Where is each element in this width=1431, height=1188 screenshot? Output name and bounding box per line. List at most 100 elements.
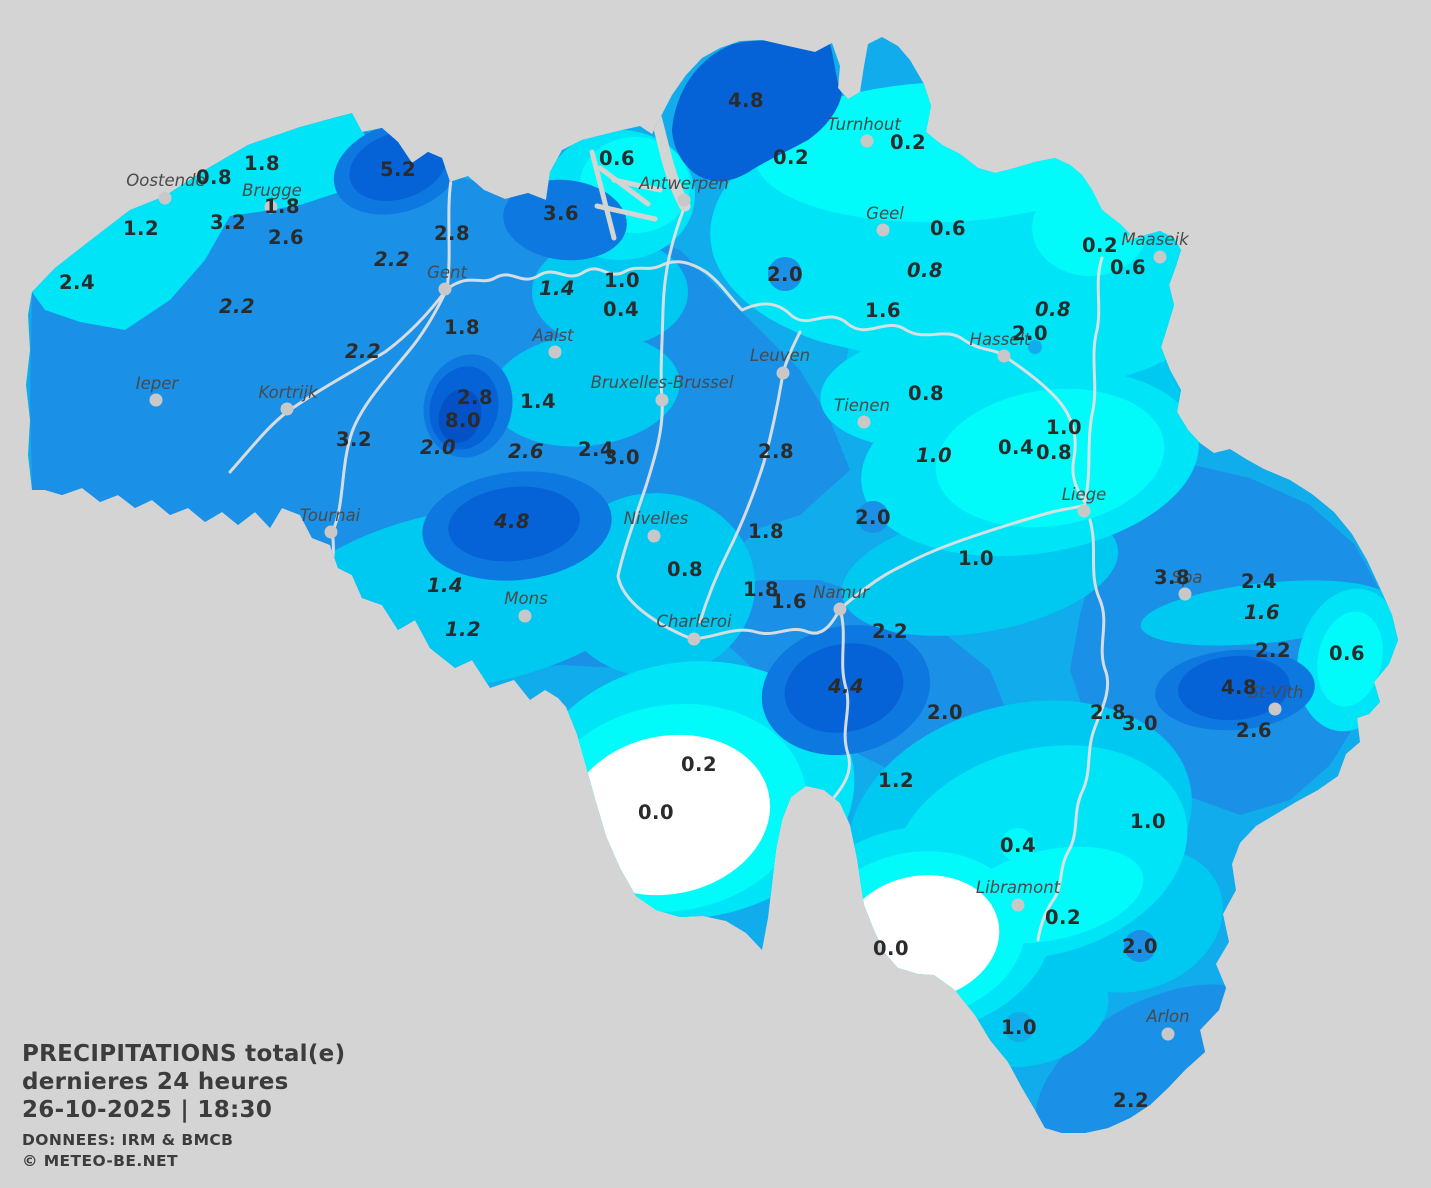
value-label: 3.2: [336, 428, 372, 451]
city-dot: [677, 193, 691, 207]
band7-antwerp-north: [672, 40, 842, 182]
city-dot: [997, 349, 1011, 363]
value-label: 1.6: [771, 590, 807, 613]
city-dot: [655, 393, 669, 407]
line-tournai-south: [330, 531, 335, 582]
line-ourthe: [1036, 518, 1109, 942]
city-label: Tournai: [300, 506, 361, 525]
city-label: Maaseik: [1121, 230, 1190, 249]
band8-80-core: [438, 389, 482, 443]
city-label: Aalst: [531, 326, 574, 345]
dock-line-3: [594, 203, 658, 222]
city-dot: [857, 415, 871, 429]
city-label: Kortrijk: [258, 383, 319, 402]
value-label: 4.8: [728, 89, 764, 112]
value-label: 2.2: [872, 620, 908, 643]
band3-aalst: [490, 333, 680, 447]
value-label: 2.8: [1090, 701, 1126, 724]
band1-hesbaye: [935, 388, 1165, 528]
value-label: 2.2: [374, 248, 410, 271]
city-label: Turnhout: [827, 115, 901, 134]
line-meuse-ne: [838, 503, 1087, 611]
line-antwerp-brussels-charleroi: [616, 206, 696, 641]
value-label: 4.8: [493, 510, 530, 533]
value-label: 1.0: [1046, 416, 1082, 439]
value-label: 1.8: [264, 195, 300, 218]
value-label: 0.8: [907, 259, 943, 282]
anomaly-spots: [768, 257, 1156, 1042]
value-label: 2.0: [767, 263, 803, 286]
city-label: Leuven: [750, 346, 810, 365]
value-label: 0.8: [667, 558, 703, 581]
value-label: 2.6: [1236, 719, 1272, 742]
value-label: 2.8: [434, 222, 470, 245]
city-dot: [1161, 1027, 1175, 1041]
value-label: 0.6: [1329, 642, 1365, 665]
city-dot: [833, 602, 847, 616]
anomaly-spot: [857, 501, 889, 533]
anomaly-spot: [1001, 828, 1035, 862]
value-label: 1.0: [1001, 1016, 1037, 1039]
border-lines: [228, 178, 1109, 942]
city-label: Ieper: [136, 374, 180, 393]
city-label: Liege: [1062, 485, 1107, 504]
value-label: 3.2: [210, 211, 246, 234]
value-label: 3.6: [543, 202, 579, 225]
value-label: 2.0: [855, 506, 891, 529]
line-upper-scheldt: [330, 287, 449, 535]
copyright: © METEO-BE.NET: [22, 1152, 178, 1170]
value-label: 0.2: [681, 753, 717, 776]
value-label: 1.0: [958, 547, 994, 570]
city-layer: Oostende Brugge Ieper Kortrijk Gent Antwerpen…: [126, 115, 1304, 1041]
title-block: PRECIPITATIONS total(e) dernieres 24 heu…: [22, 1040, 345, 1172]
value-label: 1.4: [539, 277, 575, 300]
value-label: 0.6: [599, 147, 635, 170]
value-label: 2.2: [1113, 1089, 1149, 1112]
value-label: 2.4: [578, 438, 614, 461]
band7-dinant: [784, 643, 904, 733]
line-gent-canal: [445, 178, 453, 291]
value-label: 1.8: [244, 152, 280, 175]
value-label: 2.2: [219, 295, 255, 318]
anomaly-spot: [1028, 340, 1042, 354]
value-label: 1.8: [743, 578, 779, 601]
line-scheldt-demer: [445, 260, 1006, 358]
band0-chimay: [565, 734, 771, 896]
value-label: 2.0: [927, 701, 963, 724]
city-dot: [687, 632, 701, 646]
anomaly-spot: [1124, 930, 1156, 962]
value-label: 1.6: [1244, 601, 1280, 624]
city-dot: [149, 393, 163, 407]
city-label: Geel: [866, 204, 904, 223]
city-dot: [1178, 587, 1192, 601]
value-layer: 0.8 1.8 1.8 1.2 3.2 2.6 2.4 2.2 2.2 5.2 2.8 2.2 3.2 0…: [59, 89, 1365, 1112]
value-label: 0.8: [196, 166, 232, 189]
city-dot: [280, 402, 294, 416]
city-label: Gent: [427, 263, 467, 282]
city-dot: [1011, 898, 1025, 912]
value-label: 2.2: [1255, 639, 1291, 662]
city-label: Nivelles: [624, 509, 689, 528]
map-datetime: 26-10-2025 | 18:30: [22, 1097, 273, 1123]
value-label: 2.0: [1012, 322, 1048, 345]
value-label: 1.2: [878, 769, 914, 792]
value-label: 0.2: [1082, 234, 1118, 257]
band7-stvith: [1178, 655, 1290, 721]
value-label: 2.4: [59, 271, 95, 294]
value-label: 0.8: [1036, 441, 1072, 464]
city-dot: [548, 345, 562, 359]
value-label: 2.0: [420, 436, 456, 459]
band2-coast-strip: [32, 113, 380, 330]
band1-east-edge: [1317, 611, 1383, 707]
value-label: 2.6: [268, 226, 304, 249]
value-label: 8.0: [445, 409, 481, 432]
band6-waasland: [503, 179, 627, 261]
data-credit: DONNEES: IRM & BMCB: [22, 1131, 234, 1149]
value-label: 1.4: [520, 390, 556, 413]
value-label: 4.8: [1221, 676, 1257, 699]
city-label: Arlon: [1145, 1007, 1189, 1026]
city-dot: [776, 366, 790, 380]
value-label: 0.6: [930, 217, 966, 240]
value-label: 1.8: [444, 316, 480, 339]
